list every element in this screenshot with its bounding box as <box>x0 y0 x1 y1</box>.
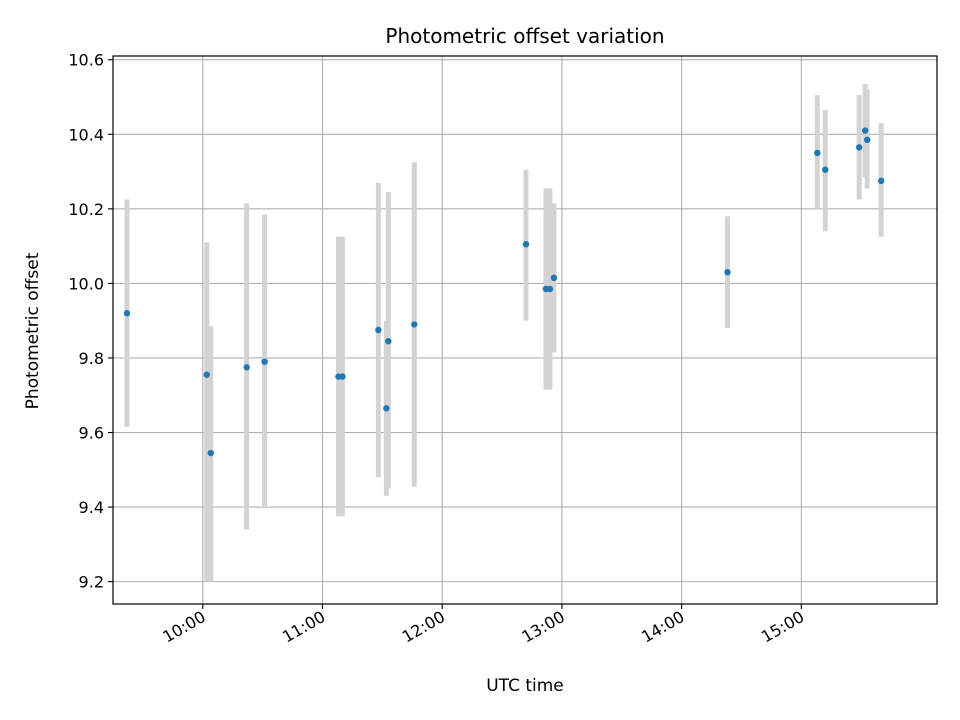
y-tick-label: 9.2 <box>79 573 104 592</box>
y-tick-label: 9.8 <box>79 349 104 368</box>
data-point <box>863 136 871 144</box>
x-axis-title: UTC time <box>486 676 564 696</box>
y-tick-label: 10.0 <box>68 274 104 293</box>
data-point <box>855 144 863 151</box>
y-tick-label: 9.6 <box>79 424 104 443</box>
data-point <box>261 358 268 365</box>
data-point <box>243 364 250 371</box>
data-point <box>550 274 558 282</box>
data-point <box>546 285 554 293</box>
point-layer <box>123 127 885 457</box>
data-point <box>724 269 731 276</box>
y-tick-label: 10.6 <box>68 51 104 70</box>
data-point <box>123 310 131 317</box>
data-point <box>822 166 829 173</box>
chart-title: Photometric offset variation <box>385 24 664 48</box>
data-point <box>814 149 821 157</box>
data-point <box>385 337 392 345</box>
data-point <box>207 449 214 457</box>
data-point <box>375 326 382 334</box>
data-point <box>522 241 530 248</box>
data-point <box>861 127 869 134</box>
data-point <box>339 373 346 380</box>
data-point <box>877 177 885 185</box>
y-tick-label: 9.4 <box>79 498 104 517</box>
data-point <box>411 321 418 328</box>
y-axis-title: Photometric offset <box>23 252 43 409</box>
data-point <box>383 405 390 412</box>
y-tick-label: 10.2 <box>68 200 104 219</box>
data-point <box>203 371 210 378</box>
y-tick-label: 10.4 <box>68 125 104 144</box>
plot-frame <box>112 55 938 605</box>
grid-layer <box>113 56 937 604</box>
